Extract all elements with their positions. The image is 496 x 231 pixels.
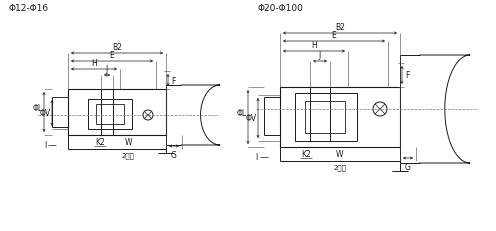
Text: H: H [311,41,317,50]
Bar [68,90,166,135]
Text: W: W [336,149,344,158]
Text: W: W [124,137,132,146]
Text: F: F [405,71,409,80]
Text: E: E [332,31,336,40]
Text: 2面幅: 2面幅 [122,151,134,158]
Text: H: H [91,59,97,68]
Text: ΦV: ΦV [40,109,51,118]
Text: K2: K2 [95,137,105,146]
Text: ΦV: ΦV [246,114,257,123]
Text: J: J [319,51,321,60]
Text: B2: B2 [335,23,345,32]
Text: Φ12-Φ16: Φ12-Φ16 [8,4,48,13]
Text: F: F [171,76,176,85]
Text: Φ20-Φ100: Φ20-Φ100 [258,4,304,13]
Bar [280,88,400,147]
Text: G: G [171,150,177,159]
Bar [88,100,132,129]
Text: B2: B2 [112,43,122,52]
Bar [305,102,345,134]
Text: I: I [256,153,258,162]
Text: ΦL: ΦL [237,109,247,118]
Text: I: I [44,141,46,150]
Bar [96,105,124,125]
Text: 2面幅: 2面幅 [334,163,346,170]
Text: E: E [110,51,115,60]
Text: ΦL: ΦL [33,104,43,113]
Text: K2: K2 [301,149,311,158]
Text: G: G [405,162,411,171]
Bar [295,94,357,141]
Text: J: J [106,65,108,74]
